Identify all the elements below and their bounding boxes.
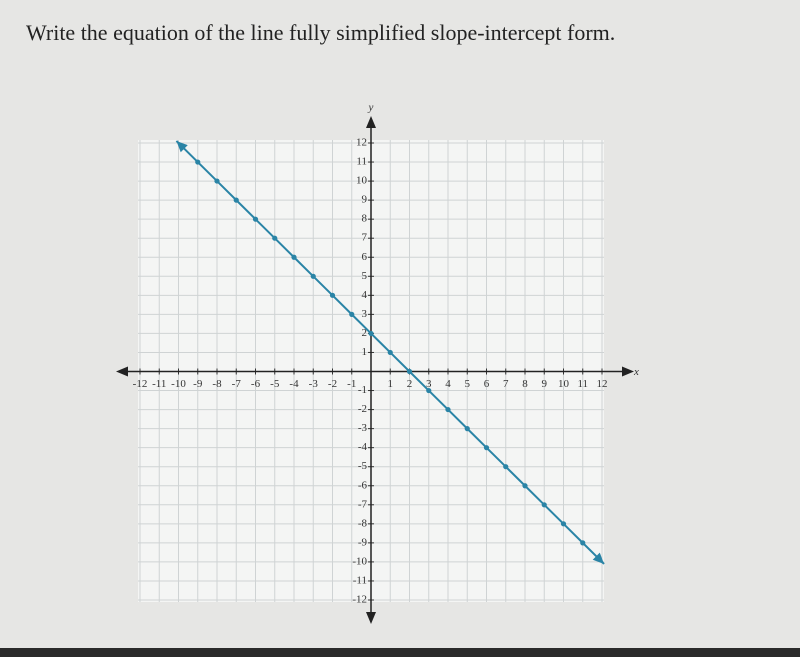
- x-tick-label: -9: [193, 378, 203, 390]
- y-tick-label: 9: [362, 194, 368, 206]
- x-tick-label: -5: [270, 378, 280, 390]
- y-tick-label: 1: [362, 346, 368, 358]
- data-point: [214, 178, 220, 184]
- x-tick-label: 6: [484, 378, 490, 390]
- x-tick-label: 12: [597, 378, 608, 390]
- x-tick-label: -10: [171, 378, 186, 390]
- data-point: [464, 426, 470, 432]
- y-tick-label: 3: [362, 308, 368, 320]
- data-point: [445, 406, 451, 413]
- data-point: [426, 387, 432, 394]
- y-tick-label: 2: [362, 327, 368, 339]
- data-point: [291, 254, 297, 260]
- bottom-bar: [0, 648, 800, 657]
- arrow: [366, 116, 376, 128]
- data-point: [483, 445, 490, 451]
- data-point: [541, 502, 547, 508]
- x-tick-label: -12: [133, 378, 148, 390]
- line-arrow: [176, 140, 188, 153]
- arrow: [622, 366, 634, 377]
- line-arrow: [592, 552, 605, 564]
- data-point: [387, 349, 393, 356]
- y-tick-label: 10: [356, 175, 368, 187]
- x-tick-label: 9: [542, 378, 548, 390]
- x-axis-label: x: [633, 366, 639, 378]
- x-tick-label: 1: [388, 378, 394, 390]
- data-point: [406, 368, 413, 375]
- y-tick-label: 6: [362, 251, 368, 263]
- x-tick-label: -1: [347, 378, 356, 390]
- y-axis-label: y: [368, 102, 374, 114]
- y-tick-label: -8: [358, 517, 368, 529]
- data-point: [195, 159, 201, 165]
- data-point: [503, 464, 509, 470]
- x-tick-label: 8: [522, 378, 528, 390]
- y-tick-label: -2: [358, 403, 367, 415]
- data-point: [233, 197, 239, 203]
- y-tick-label: -6: [358, 479, 368, 491]
- y-tick-label: -7: [358, 498, 368, 510]
- x-tick-label: -3: [309, 378, 319, 390]
- y-tick-label: 8: [362, 213, 368, 225]
- x-tick-label: 3: [426, 378, 432, 390]
- y-tick-label: -3: [358, 422, 368, 434]
- data-point: [522, 483, 528, 489]
- y-tick-label: -5: [358, 460, 368, 472]
- x-tick-label: -4: [289, 378, 299, 390]
- data-point: [252, 216, 259, 222]
- arrow: [116, 366, 128, 377]
- y-tick-label: 5: [362, 270, 368, 282]
- data-point: [368, 330, 374, 337]
- x-tick-label: -11: [152, 378, 166, 390]
- y-tick-label: 11: [356, 156, 367, 168]
- y-tick-label: 7: [362, 232, 368, 244]
- y-tick-label: -4: [358, 441, 368, 453]
- data-point: [580, 540, 586, 546]
- y-tick-label: -11: [353, 574, 367, 586]
- arrow: [366, 612, 376, 624]
- x-tick-label: 5: [465, 378, 471, 390]
- y-tick-label: 12: [356, 137, 367, 149]
- x-tick-label: 10: [558, 378, 570, 390]
- data-point: [329, 292, 336, 298]
- y-tick-label: -1: [358, 384, 367, 396]
- x-tick-label: 2: [407, 378, 413, 390]
- data-point: [349, 311, 355, 317]
- y-tick-label: -10: [352, 555, 367, 567]
- data-point: [310, 273, 316, 279]
- data-point: [560, 521, 567, 527]
- x-tick-label: -2: [328, 378, 337, 390]
- x-tick-label: 7: [503, 378, 509, 390]
- data-point: [272, 235, 278, 241]
- y-tick-label: -9: [358, 536, 368, 548]
- x-tick-label: 4: [445, 378, 451, 390]
- x-tick-label: -7: [232, 378, 242, 390]
- question: Write the equation of the line fully sim…: [26, 20, 616, 45]
- x-tick-label: 11: [577, 378, 588, 390]
- y-tick-label: -12: [352, 594, 367, 606]
- x-tick-label: -6: [251, 378, 261, 390]
- y-tick-label: 4: [362, 289, 368, 301]
- x-tick-label: -8: [212, 378, 222, 390]
